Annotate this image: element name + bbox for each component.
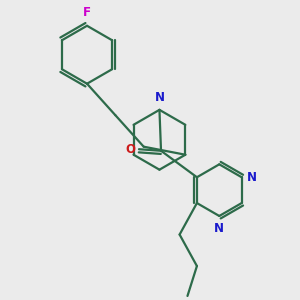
Text: N: N — [214, 222, 224, 235]
Text: F: F — [83, 6, 91, 19]
Text: N: N — [247, 171, 257, 184]
Text: O: O — [125, 143, 135, 156]
Text: N: N — [154, 91, 164, 104]
